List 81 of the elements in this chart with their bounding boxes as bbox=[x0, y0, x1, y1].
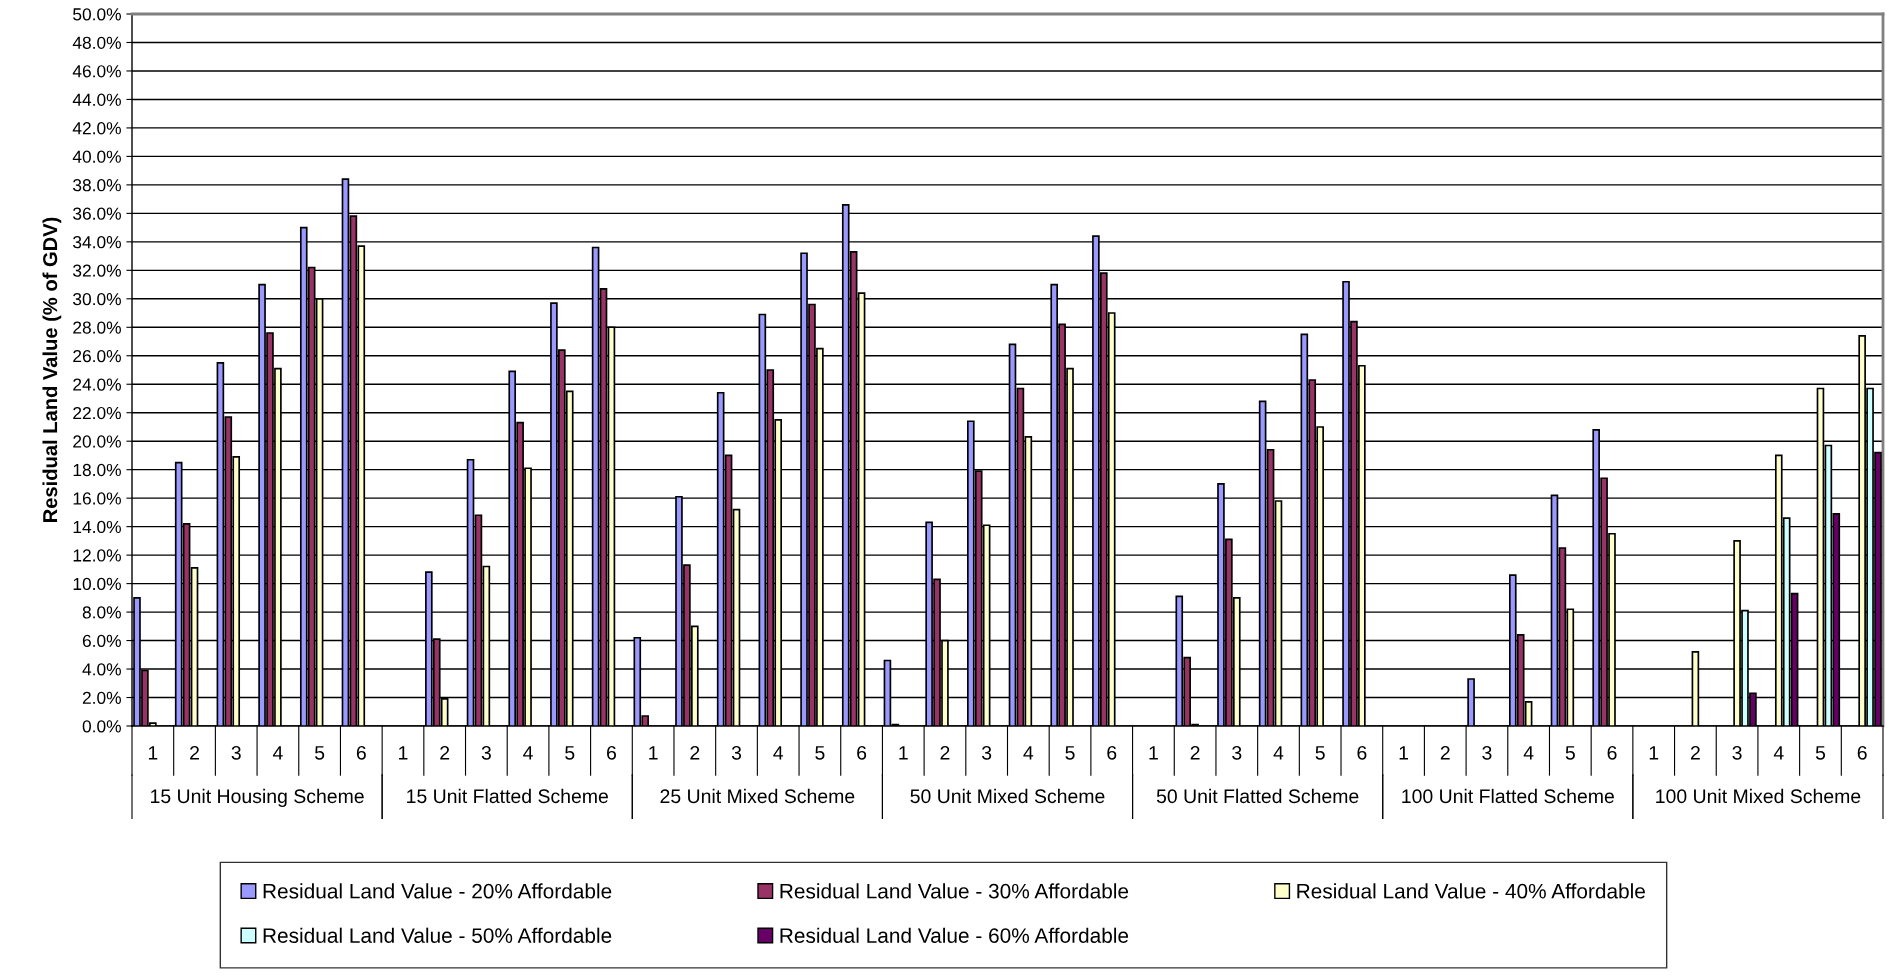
x-tick-label: 6 bbox=[1607, 745, 1617, 760]
x-tick-label: 5 bbox=[314, 746, 325, 760]
y-tick-label: 4.0% bbox=[82, 663, 121, 676]
y-tick-label: 20.0% bbox=[73, 435, 121, 448]
text: 100 Unit Flatted Scheme bbox=[1402, 788, 1614, 804]
x-tick-label: 3 bbox=[731, 745, 742, 760]
x-tick-label: 5 bbox=[565, 746, 575, 760]
x-tick-label: 3 bbox=[1232, 745, 1242, 760]
y-tick-label: 12.0% bbox=[73, 549, 121, 562]
legend-label: Residual Land Value - 30% Affordable bbox=[780, 883, 1129, 899]
x-tick-label: 1 bbox=[649, 746, 658, 760]
x-tick-label: 5 bbox=[1065, 746, 1075, 760]
text: 100 Unit Mixed Scheme bbox=[1656, 788, 1861, 804]
y-tick-label: 14.0% bbox=[73, 520, 121, 534]
x-tick-label: 1 bbox=[1399, 746, 1409, 760]
x-tick-label: 4 bbox=[272, 746, 283, 760]
x-tick-label: 5 bbox=[1315, 746, 1325, 760]
y-tick-label: 30.0% bbox=[73, 292, 121, 306]
text: 15 Unit Flatted Scheme bbox=[407, 788, 608, 804]
y-tick-label: 44.0% bbox=[72, 93, 121, 106]
x-tick-label: 3 bbox=[981, 745, 992, 760]
y-tick-label: 24.0% bbox=[73, 378, 121, 391]
x-tick-label: 3 bbox=[231, 745, 241, 760]
x-tick-label: 6 bbox=[1357, 745, 1367, 760]
x-tick-label: 1 bbox=[1149, 746, 1158, 760]
x-tick-label: 2 bbox=[940, 745, 950, 760]
x-tick-label: 2 bbox=[1190, 745, 1200, 760]
x-tick-label: 1 bbox=[148, 746, 158, 760]
x-tick-label: 4 bbox=[523, 746, 533, 760]
x-tick-label: 6 bbox=[607, 745, 616, 760]
y-tick-label: 18.0% bbox=[73, 463, 121, 477]
text: 50 Unit Flatted Scheme bbox=[1156, 788, 1359, 804]
text: 15 Unit Housing Scheme bbox=[151, 788, 364, 807]
y-tick-label: 34.0% bbox=[73, 236, 121, 249]
y-tick-label: 48.0% bbox=[72, 36, 121, 49]
y-tick-label: 0.0% bbox=[82, 720, 121, 733]
text: 25 Unit Mixed Scheme bbox=[660, 788, 855, 804]
x-tick-label: 1 bbox=[1649, 746, 1659, 760]
legend-label: Residual Land Value - 40% Affordable bbox=[1297, 883, 1645, 899]
y-tick-label: 46.0% bbox=[72, 65, 121, 78]
x-tick-label: 2 bbox=[190, 745, 199, 760]
y-tick-label: 16.0% bbox=[73, 492, 121, 505]
x-tick-label: 1 bbox=[399, 746, 408, 760]
x-tick-label: 6 bbox=[857, 745, 867, 760]
x-tick-label: 3 bbox=[1732, 745, 1742, 760]
x-tick-label: 4 bbox=[1273, 746, 1284, 760]
y-tick-label: 22.0% bbox=[73, 406, 121, 420]
x-tick-label: 6 bbox=[356, 745, 366, 760]
legend-label: Residual Land Value - 20% Affordable bbox=[263, 883, 612, 899]
y-tick-label: 8.0% bbox=[82, 606, 121, 619]
x-tick-label: 4 bbox=[1523, 746, 1534, 760]
y-axis-title: Residual Land Value (% of GDV) bbox=[42, 217, 62, 522]
y-tick-label: 42.0% bbox=[72, 122, 121, 135]
text: 50 Unit Mixed Scheme bbox=[910, 788, 1105, 804]
y-tick-label: 50.0% bbox=[73, 8, 121, 21]
x-tick-label: 3 bbox=[481, 745, 491, 760]
x-tick-label: 2 bbox=[690, 745, 700, 760]
x-tick-label: 2 bbox=[1440, 745, 1450, 760]
y-tick-label: 10.0% bbox=[73, 577, 121, 591]
y-tick-label: 2.0% bbox=[82, 691, 121, 704]
x-tick-label: 4 bbox=[1023, 746, 1034, 760]
x-tick-label: 3 bbox=[1482, 745, 1492, 760]
x-tick-label: 1 bbox=[899, 746, 908, 760]
x-tick-label: 5 bbox=[815, 746, 825, 760]
x-tick-label: 5 bbox=[1815, 746, 1826, 760]
x-tick-label: 4 bbox=[1773, 746, 1784, 760]
x-tick-label: 5 bbox=[1565, 746, 1575, 760]
x-tick-label: 2 bbox=[440, 745, 450, 760]
y-tick-label: 36.0% bbox=[73, 207, 121, 220]
y-tick-label: 40.0% bbox=[72, 150, 121, 163]
x-tick-label: 6 bbox=[1857, 745, 1867, 760]
x-tick-label: 2 bbox=[1690, 745, 1700, 760]
y-tick-label: 32.0% bbox=[73, 264, 121, 277]
y-tick-label: 38.0% bbox=[73, 179, 121, 192]
y-tick-label: 26.0% bbox=[73, 349, 121, 363]
legend-label: Residual Land Value - 60% Affordable bbox=[780, 927, 1129, 943]
x-tick-label: 6 bbox=[1107, 745, 1117, 760]
x-tick-label: 4 bbox=[773, 746, 784, 760]
legend-label: Residual Land Value - 50% Affordable bbox=[263, 927, 612, 943]
y-tick-label: 28.0% bbox=[73, 321, 121, 334]
y-tick-label: 6.0% bbox=[82, 634, 121, 648]
